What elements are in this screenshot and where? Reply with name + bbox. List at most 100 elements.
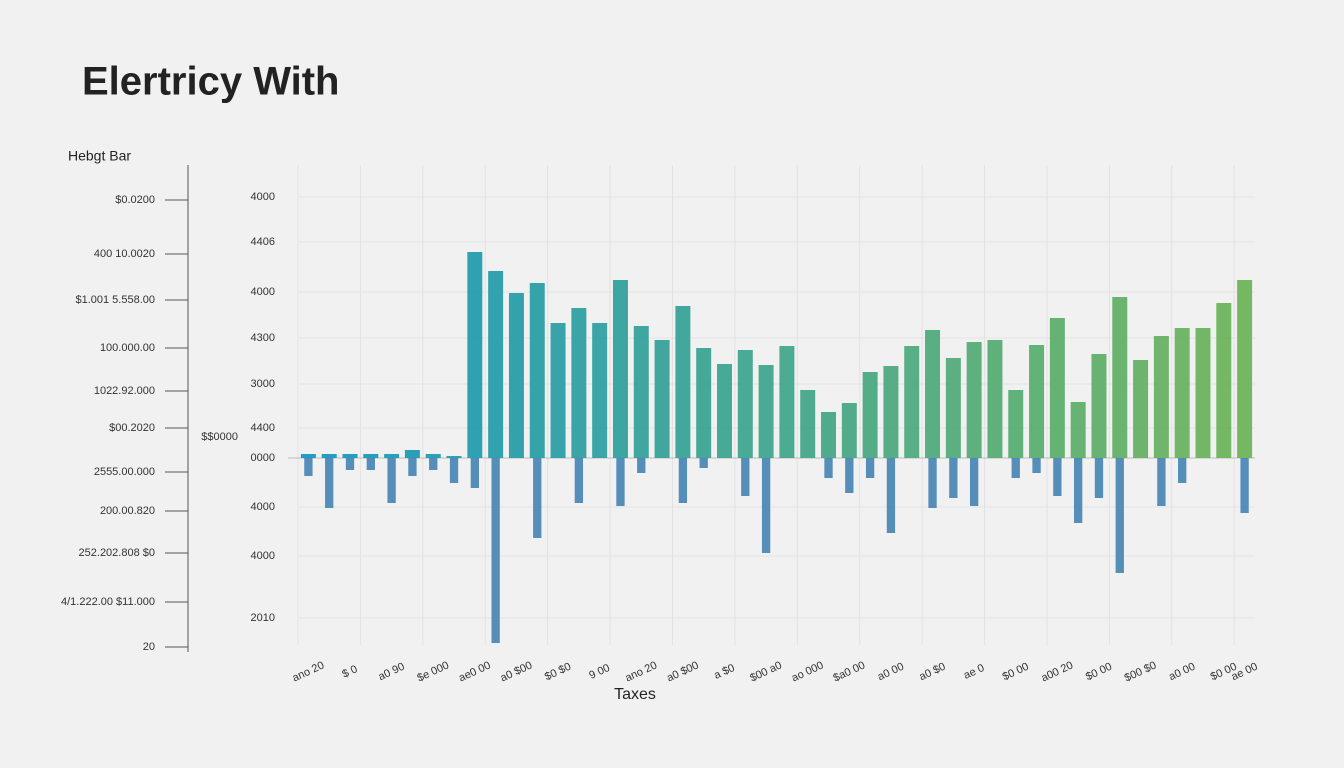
bar (1049, 318, 1065, 458)
bar (342, 454, 358, 458)
x-tick-label: 9 00 (587, 662, 611, 682)
x-tick-label: ae0 00 (457, 659, 493, 684)
bar (449, 458, 459, 483)
bar (633, 326, 649, 458)
bar (1153, 336, 1169, 458)
x-tick-label: $0 00 (1001, 661, 1031, 684)
x-tick-label: $00 $0 (1123, 659, 1159, 684)
bar (574, 458, 584, 503)
bar (821, 412, 837, 458)
x-tick-label: $0 $0 (543, 661, 573, 684)
x-tick-label: a0 00 (876, 661, 906, 684)
x-tick-label: a00 20 (1040, 659, 1076, 684)
bar (1157, 458, 1166, 506)
bar (1178, 458, 1187, 483)
bar (699, 458, 708, 468)
bar (637, 458, 646, 473)
y-tick-label: 4000 (251, 550, 275, 562)
bar (675, 306, 691, 458)
x-tick-label: ao 000 (790, 659, 826, 684)
bar (533, 458, 542, 538)
bar (616, 458, 625, 506)
x-tick-label: a $0 (712, 662, 736, 682)
bar (321, 454, 337, 458)
x-tick-label: $0 00 (1084, 661, 1114, 684)
bar (696, 348, 712, 458)
y-axis-label: Hebgt Bar (68, 148, 131, 164)
side-label: 2555.00.000 (94, 466, 155, 478)
bar (1053, 458, 1062, 496)
x-tick-label: ano 20 (623, 659, 659, 684)
bar (429, 458, 438, 470)
side-label: $0.0200 (115, 194, 155, 206)
side-label: 1022.92.000 (94, 385, 155, 397)
side-label: 100.000.00 (100, 342, 155, 354)
bar (446, 456, 462, 458)
bar (366, 458, 375, 470)
bar (862, 372, 878, 458)
bar (904, 346, 920, 458)
bar (408, 458, 417, 476)
x-tick-label: a0 00 (1167, 661, 1197, 684)
bar (969, 458, 979, 506)
bar (470, 458, 479, 488)
y-tick-label: 2010 (251, 612, 275, 624)
side-label: $00.2020 (109, 422, 155, 434)
side-label: $$0000 (201, 431, 238, 443)
bar (761, 458, 771, 553)
x-tick-label: ano 20 (291, 659, 327, 684)
bar (529, 283, 545, 458)
x-axis-label: Taxes (614, 686, 656, 703)
bar (945, 358, 961, 458)
bar (345, 458, 355, 470)
side-label: 200.00.820 (100, 505, 155, 517)
bar (758, 365, 774, 458)
bar (925, 330, 941, 458)
bar (1011, 458, 1020, 478)
y-tick-label: 4406 (251, 236, 275, 248)
y-tick-label: 4400 (251, 422, 275, 434)
x-tick-label: a0 90 (377, 661, 407, 684)
bar (1195, 328, 1211, 458)
bar (1237, 280, 1253, 458)
y-tick-label: 0000 (251, 452, 275, 464)
bar (883, 366, 899, 458)
bar (1032, 458, 1041, 473)
x-tick-label: $00 a0 (748, 659, 784, 684)
bar (824, 458, 833, 478)
y-tick-label: 4000 (251, 191, 275, 203)
bar (1174, 328, 1190, 458)
x-tick-label: a0 $0 (917, 661, 947, 684)
bar (1115, 458, 1124, 573)
bar (1091, 354, 1107, 458)
bar (779, 346, 795, 458)
chart-title: Elertricy With (82, 60, 339, 104)
bar (1074, 458, 1083, 523)
bar (1133, 360, 1149, 458)
bar (300, 454, 316, 458)
side-label: 252.202.808 $0 (79, 547, 155, 559)
side-label: $1.001 5.558.00 (75, 294, 155, 306)
x-tick-label: $a0 00 (831, 659, 867, 684)
bar (592, 323, 608, 458)
bar (987, 340, 1003, 458)
x-tick-label: a0 $00 (499, 659, 535, 684)
bar (886, 458, 896, 533)
bar (800, 390, 816, 458)
bar (654, 340, 670, 458)
bar (325, 458, 334, 508)
x-tick-label: ae 0 (962, 662, 986, 682)
bar (1070, 402, 1086, 458)
side-label: 20 (143, 641, 155, 653)
bar (387, 458, 396, 503)
bar (716, 364, 732, 458)
bar (741, 458, 750, 496)
bar (304, 458, 313, 476)
bar (678, 458, 688, 503)
bar (949, 458, 958, 498)
y-tick-label: 4000 (251, 286, 275, 298)
bar (1094, 458, 1104, 498)
side-label: 400 10.0020 (94, 248, 155, 260)
bar (404, 450, 420, 458)
